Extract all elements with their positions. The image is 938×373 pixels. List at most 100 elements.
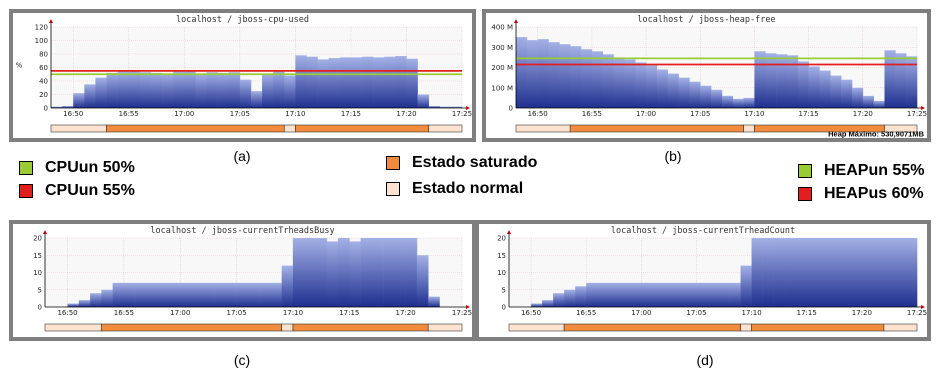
area-bar (51, 106, 63, 108)
area-bar (872, 238, 885, 307)
state-segment-saturado (563, 323, 741, 332)
y-tick-label: 100 M (491, 84, 513, 92)
x-tick-label: 17:00 (636, 110, 656, 118)
area-bar (526, 40, 538, 108)
area-bar (839, 238, 852, 307)
y-tick-label: 15 (33, 252, 42, 260)
state-segment-saturado (751, 323, 885, 332)
area-bar (689, 81, 701, 108)
area-bar (553, 293, 565, 307)
area-bar (362, 56, 374, 108)
area-bar (162, 73, 174, 108)
area-bar (292, 238, 305, 307)
legend-cpuun-55: CPUun 55% (19, 182, 135, 200)
y-axis-label: % (16, 62, 23, 70)
area-bar (685, 282, 697, 307)
x-tick-label: 17:20 (852, 309, 872, 317)
area-bar (537, 39, 549, 108)
x-tick-label: 17:25 (452, 110, 472, 118)
x-tick-label: 16:50 (63, 110, 83, 118)
area-bar (542, 300, 554, 307)
legend-swatch-orange (386, 156, 400, 170)
x-tick-label: 16:50 (521, 309, 541, 317)
x-tick-label: 17:15 (799, 110, 819, 118)
x-tick-label: 17:20 (396, 309, 416, 317)
x-axis-arrow (921, 305, 925, 309)
x-tick-label: 17:05 (227, 309, 247, 317)
area-bar (450, 106, 463, 108)
area-bar (786, 55, 799, 108)
area-bar (101, 289, 113, 307)
area-bar (349, 241, 361, 307)
area-bar (270, 282, 282, 307)
x-tick-label: 17:25 (907, 110, 927, 118)
y-tick-label: 40 (39, 78, 48, 86)
area-bar (112, 282, 125, 307)
legend-label: CPUun 55% (45, 182, 135, 199)
area-bar (439, 106, 452, 108)
area-bar (157, 282, 170, 307)
x-tick-label: 17:15 (797, 309, 817, 317)
area-bar (339, 57, 352, 108)
area-bar (295, 55, 307, 108)
area-bar (667, 73, 679, 108)
area-bar (743, 97, 755, 108)
area-bar (135, 282, 147, 307)
area-bar (228, 72, 241, 108)
area-bar (338, 238, 350, 307)
chart-svg: localhost / jboss-cpu-used 0 20 40 60 80 100 12… (13, 13, 472, 138)
y-tick-label: 20 (33, 235, 42, 243)
area-bar (635, 62, 647, 108)
area-bar (150, 72, 163, 108)
y-tick-label: 10 (33, 269, 42, 277)
legend-label: CPUun 50% (45, 159, 135, 176)
y-tick-label: 0 (509, 105, 513, 113)
y-tick-label: 0 (38, 304, 42, 312)
area-bar (591, 51, 604, 108)
x-tick-label: 17:05 (686, 309, 706, 317)
area-bar (67, 303, 80, 307)
x-tick-label: 16:55 (582, 110, 602, 118)
area-bar (90, 293, 102, 307)
state-segment-normal (427, 323, 463, 332)
area-bar (906, 56, 918, 108)
area-bar (707, 282, 719, 307)
y-tick-label: 80 (39, 51, 48, 59)
area-bar (732, 98, 744, 108)
area-bar (350, 57, 363, 108)
x-tick-label: 16:55 (114, 309, 134, 317)
area-bar (173, 71, 185, 108)
legend-label: Estado saturado (412, 154, 538, 171)
area-series (67, 238, 440, 307)
area-bar (646, 65, 658, 108)
area-bar (570, 46, 582, 108)
y-axis-arrow (514, 19, 518, 23)
area-bar (304, 238, 316, 307)
area-bar (531, 303, 543, 307)
area-bar (564, 289, 576, 307)
x-tick-label: 17:00 (174, 110, 194, 118)
state-segment-saturado (295, 124, 429, 133)
legend-label: HEAPus 60% (824, 185, 924, 202)
area-bar (559, 44, 571, 108)
state-segment-normal (44, 323, 102, 332)
area-bar (619, 282, 631, 307)
chart-title: localhost / jboss-heap-free (637, 15, 775, 25)
x-tick-label: 17:00 (170, 309, 190, 317)
area-bar (884, 50, 896, 108)
state-segment-saturado (569, 124, 744, 133)
area-bar (895, 53, 907, 108)
area-bar (315, 238, 328, 307)
area-bar (828, 238, 841, 307)
y-axis-arrow (507, 230, 511, 234)
area-bar (225, 282, 237, 307)
area-bar (740, 265, 752, 307)
area-bar (262, 74, 274, 108)
area-bar (597, 282, 609, 307)
area-bar (624, 59, 636, 108)
area-series (516, 37, 918, 108)
legend-estado-saturado: Estado saturado (386, 154, 537, 172)
y-tick-label: 0 (44, 105, 48, 113)
x-tick-label: 17:20 (853, 110, 873, 118)
area-bar (784, 238, 797, 307)
